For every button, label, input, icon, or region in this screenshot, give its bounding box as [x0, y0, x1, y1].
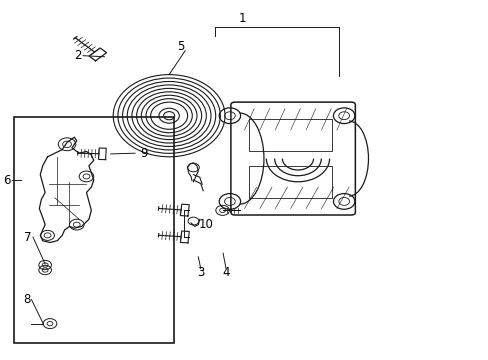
Text: 4: 4	[222, 266, 229, 279]
Text: 9: 9	[140, 147, 147, 160]
Text: 3: 3	[197, 266, 204, 279]
Text: 8: 8	[23, 293, 30, 306]
Text: 1: 1	[238, 12, 245, 25]
Text: 6: 6	[3, 174, 11, 186]
Text: 2: 2	[74, 49, 82, 62]
Text: 7: 7	[24, 231, 32, 244]
Text: 5: 5	[177, 40, 184, 53]
Text: 10: 10	[198, 218, 213, 231]
Bar	[14, 117, 174, 342]
